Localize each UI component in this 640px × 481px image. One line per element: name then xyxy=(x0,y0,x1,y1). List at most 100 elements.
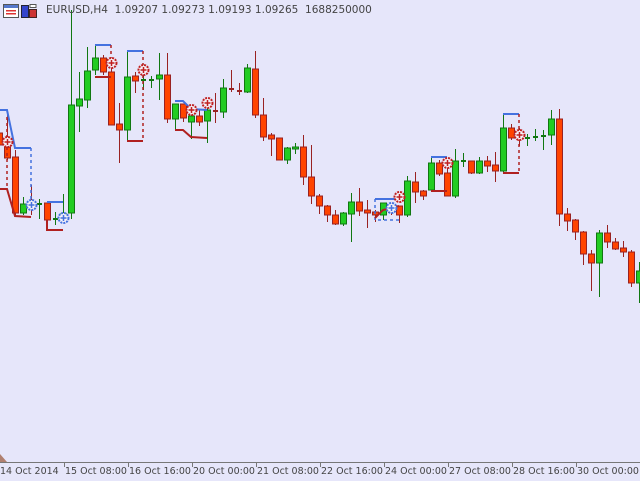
bull-candle xyxy=(453,149,459,198)
candle-body xyxy=(181,104,187,118)
candle-body xyxy=(621,248,627,252)
ohlc-readout: 1.09207 1.09273 1.09193 1.09265 xyxy=(115,4,299,16)
bear-candle xyxy=(45,202,51,222)
time-label: 15 Oct 08:00 xyxy=(65,466,127,477)
bear-candle xyxy=(589,250,595,291)
bull-candle xyxy=(541,130,546,150)
bear-candle xyxy=(301,135,307,185)
candle-body xyxy=(445,173,451,196)
time-label: 24 Oct 00:00 xyxy=(385,466,447,477)
bull-candle xyxy=(293,143,299,154)
bear-candle xyxy=(181,104,187,122)
bear-candle xyxy=(253,51,259,118)
candle-body xyxy=(309,177,315,196)
bull-candle xyxy=(221,79,227,118)
bull-candle xyxy=(37,199,42,219)
price-chart[interactable] xyxy=(0,0,640,462)
candle-body xyxy=(413,182,419,192)
candle-body xyxy=(125,77,131,130)
buy-signal-icon xyxy=(387,203,397,213)
candle-body xyxy=(93,58,99,70)
sell-signal-icon xyxy=(443,158,453,168)
sell-signal-icon xyxy=(395,192,405,202)
bear-candle xyxy=(621,241,627,257)
candle-body xyxy=(565,214,571,221)
bear-candle xyxy=(325,205,331,222)
bull-candle xyxy=(429,158,435,190)
bear-candle xyxy=(317,194,323,214)
candle-body xyxy=(509,128,515,138)
candle-body xyxy=(333,215,339,224)
chart-header: EURUSD,H4 1.09207 1.09273 1.09193 1.0926… xyxy=(3,2,372,18)
bull-candle xyxy=(349,193,355,242)
bull-candle xyxy=(93,45,99,75)
bear-candle xyxy=(493,152,499,182)
candle-body xyxy=(453,161,459,196)
bear-candle xyxy=(269,133,275,156)
bull-candle xyxy=(125,50,131,140)
bull-candle xyxy=(597,230,603,297)
candle-body xyxy=(613,242,619,249)
bear-candle xyxy=(557,109,563,226)
candle-body xyxy=(597,233,603,263)
time-label: 22 Oct 16:00 xyxy=(321,466,383,477)
candle-body xyxy=(485,161,491,166)
bear-candle xyxy=(165,53,171,123)
candle-body xyxy=(165,75,171,119)
bear-candle xyxy=(213,93,218,123)
bear-candle xyxy=(117,103,123,163)
sell-signal-icon xyxy=(107,58,117,68)
candle-body xyxy=(77,99,83,106)
bear-candle xyxy=(101,55,107,75)
candle-body xyxy=(477,161,483,173)
candle-body xyxy=(581,232,587,254)
chart-shift-marker[interactable] xyxy=(0,452,8,462)
bull-candle xyxy=(285,147,291,164)
bear-candle xyxy=(109,63,115,125)
candle-body xyxy=(45,203,51,220)
candle-body xyxy=(317,196,323,206)
candle-body xyxy=(341,213,347,224)
bull-candle xyxy=(77,72,83,132)
bear-candle xyxy=(237,83,242,95)
bull-candle xyxy=(173,104,179,131)
candle-body xyxy=(437,163,443,174)
bull-candle xyxy=(69,10,75,219)
chart-settings-icon[interactable] xyxy=(21,3,37,17)
candle-body xyxy=(573,220,579,232)
candle-body xyxy=(629,252,635,283)
candle-body xyxy=(101,58,107,72)
candle-body xyxy=(637,271,640,283)
bear-candle xyxy=(565,208,571,231)
bear-candle xyxy=(197,110,203,126)
bear-candle xyxy=(485,156,491,172)
candle-body xyxy=(269,135,275,139)
sell-signal-icon xyxy=(187,105,197,115)
chart-title: EURUSD,H4 1.09207 1.09273 1.09193 1.0926… xyxy=(46,4,372,16)
candle-body xyxy=(197,116,203,122)
bull-candle xyxy=(341,212,347,226)
sell-signal-icon xyxy=(3,137,13,147)
bear-candle xyxy=(629,250,635,287)
bear-candle xyxy=(413,172,419,203)
candle-body xyxy=(253,69,259,115)
bear-candle xyxy=(133,72,139,93)
candle-body xyxy=(133,76,139,81)
bull-candle xyxy=(53,212,58,225)
candle-body xyxy=(109,72,115,125)
candle-body xyxy=(205,110,211,121)
bear-candle xyxy=(605,225,611,248)
bear-candle xyxy=(581,231,587,265)
bear-candle xyxy=(357,188,363,216)
bear-candle xyxy=(333,210,339,225)
candle-body xyxy=(325,206,331,215)
candle-body xyxy=(189,116,195,122)
data-window-icon[interactable] xyxy=(3,3,19,17)
bear-candle xyxy=(0,125,3,150)
bull-candle xyxy=(157,53,163,100)
candle-body xyxy=(589,254,595,263)
bull-candle xyxy=(245,64,251,93)
time-label: 14 Oct 2014 xyxy=(0,466,59,477)
bull-candle xyxy=(149,76,154,88)
time-label: 16 Oct 16:00 xyxy=(129,466,191,477)
